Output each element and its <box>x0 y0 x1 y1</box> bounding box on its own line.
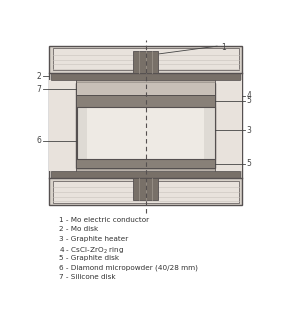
Bar <box>77 95 214 107</box>
Text: 1 - Mo electric conductor: 1 - Mo electric conductor <box>59 217 149 223</box>
Text: 2 - Mo disk: 2 - Mo disk <box>59 226 98 232</box>
Text: 1: 1 <box>222 43 226 52</box>
Bar <box>49 80 242 171</box>
Bar <box>133 51 158 73</box>
Bar <box>77 107 214 159</box>
Bar <box>51 73 240 80</box>
Bar <box>49 80 76 171</box>
Bar <box>133 178 158 200</box>
Text: 6: 6 <box>37 136 42 145</box>
Bar <box>76 83 215 168</box>
Bar <box>53 48 239 70</box>
Bar <box>77 107 214 159</box>
Text: 6 - Diamond micropowder (40/28 mm): 6 - Diamond micropowder (40/28 mm) <box>59 265 198 271</box>
Text: 3 - Graphite heater: 3 - Graphite heater <box>59 236 128 242</box>
Text: 4: 4 <box>246 91 251 101</box>
Text: 7: 7 <box>37 85 42 94</box>
Text: 5: 5 <box>246 159 251 168</box>
Bar <box>77 159 214 168</box>
Text: 7 - Silicone disk: 7 - Silicone disk <box>59 275 115 280</box>
Text: 5 - Graphite disk: 5 - Graphite disk <box>59 255 119 261</box>
Text: 2: 2 <box>37 72 42 81</box>
Text: 4 - CsCl-ZrO$_2$ ring: 4 - CsCl-ZrO$_2$ ring <box>59 246 124 256</box>
Text: 5: 5 <box>246 96 251 105</box>
Bar <box>53 181 239 203</box>
Bar <box>51 171 240 178</box>
Text: 3: 3 <box>246 126 251 135</box>
Bar <box>77 83 214 95</box>
Bar <box>215 80 242 171</box>
Bar <box>49 46 242 205</box>
Bar <box>204 107 214 159</box>
Bar <box>77 107 87 159</box>
